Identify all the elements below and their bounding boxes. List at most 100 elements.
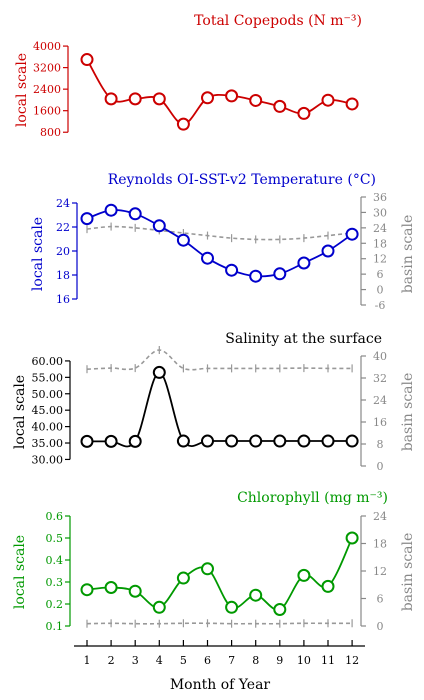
right-tick-label: 24 — [373, 222, 387, 235]
data-point — [104, 581, 118, 594]
data-point — [297, 106, 311, 120]
data-point — [225, 600, 239, 614]
x-tick-label: 10 — [297, 654, 311, 667]
panel-1-title: Total Copepods (N m⁻³) — [194, 13, 362, 29]
left-tick-label: 4000 — [33, 40, 61, 53]
data-point — [104, 92, 118, 106]
left-tick-label: 50.00 — [32, 388, 64, 401]
data-point — [152, 365, 166, 379]
left-tick-label: 18 — [56, 269, 70, 282]
x-tick-label: 3 — [132, 654, 139, 667]
data-point — [345, 531, 359, 545]
data-point — [80, 212, 94, 226]
data-point — [80, 583, 94, 597]
data-point — [249, 93, 263, 107]
panel-2-right-axis-label: basin scale — [400, 215, 416, 294]
series-line — [86, 59, 353, 126]
right-tick-label: 0 — [377, 460, 384, 473]
panel-3: 30.00 35.00 40.00 45.00 50.00 55.00 60.00 0 8 16 2… — [32, 346, 387, 473]
left-tick-label: 0.4 — [46, 554, 64, 567]
panel-4-left-axis-label: local scale — [12, 535, 28, 609]
data-point — [273, 99, 287, 113]
right-tick-label: 12 — [373, 253, 387, 266]
data-point — [345, 434, 359, 448]
x-tick-label: 1 — [84, 654, 91, 667]
data-point — [152, 219, 166, 233]
data-point — [176, 233, 190, 247]
right-tick-label: 12 — [373, 565, 387, 578]
panel-2: 16 18 20 22 24 -6 0 6 12 18 24 30 36 — [56, 191, 387, 312]
x-tick-label: 4 — [156, 654, 163, 667]
left-tick-label: 0.2 — [46, 598, 64, 611]
data-point — [297, 568, 311, 582]
data-point — [201, 562, 214, 576]
panel-3-left-axis-label: local scale — [12, 375, 28, 449]
right-tick-label: 18 — [373, 538, 387, 551]
data-point — [321, 434, 335, 448]
data-point — [201, 434, 214, 448]
data-point — [297, 256, 311, 270]
data-point — [201, 251, 214, 265]
left-tick-label: 30.00 — [32, 453, 64, 466]
panel-1: 800 1600 2400 3200 4000 — [33, 40, 359, 139]
right-tick-label: 0 — [377, 620, 384, 633]
data-point — [249, 434, 263, 448]
data-point — [273, 603, 287, 616]
data-point — [225, 89, 239, 103]
data-point — [273, 267, 287, 281]
left-tick-label: 20 — [56, 245, 70, 258]
left-tick-label: 2400 — [33, 83, 61, 96]
right-tick-label: 8 — [377, 438, 384, 451]
left-tick-label: 0.6 — [46, 510, 64, 523]
right-tick-label: 40 — [373, 350, 387, 363]
data-point — [128, 434, 142, 448]
data-point — [321, 579, 335, 593]
x-tick-label: 8 — [252, 654, 259, 667]
data-point — [225, 263, 239, 277]
panel-3-right-axis-label: basin scale — [400, 373, 416, 452]
x-tick-label: 7 — [228, 654, 235, 667]
right-tick-label: 24 — [373, 510, 387, 523]
left-tick-label: 0.3 — [46, 576, 64, 589]
data-point — [128, 584, 142, 598]
left-tick-label: 0.1 — [46, 620, 64, 633]
panel-1-left-axis-label: local scale — [14, 53, 30, 127]
data-point — [321, 93, 335, 107]
basin-series-line — [86, 622, 353, 625]
left-tick-label: 35.00 — [32, 437, 64, 450]
panel-4-title: Chlorophyll (mg m⁻³) — [237, 490, 388, 506]
series-line — [86, 537, 353, 611]
left-tick-label: 800 — [40, 126, 61, 139]
data-point — [176, 571, 190, 585]
x-axis-label: Month of Year — [170, 677, 271, 693]
data-point — [128, 207, 142, 221]
data-point — [104, 434, 118, 448]
left-tick-label: 1600 — [33, 105, 61, 118]
data-point — [249, 269, 263, 283]
data-point — [176, 434, 190, 448]
left-tick-label: 45.00 — [32, 404, 64, 417]
right-tick-label: 36 — [373, 191, 387, 204]
right-tick-label: 6 — [377, 268, 384, 281]
x-axis: 1 2 3 4 5 6 7 8 9 10 11 12 — [74, 640, 365, 667]
data-point — [104, 203, 118, 217]
data-point — [321, 244, 335, 258]
panel-2-left-axis-label: local scale — [30, 217, 46, 291]
right-tick-label: 32 — [373, 372, 387, 385]
data-point — [80, 434, 94, 448]
data-point — [176, 117, 190, 131]
basin-series-line — [86, 225, 353, 241]
right-tick-label: 30 — [373, 206, 387, 219]
panel-4-right-axis-label: basin scale — [400, 533, 416, 612]
panel-2-title: Reynolds OI-SST-v2 Temperature (°C) — [108, 172, 376, 188]
data-point — [225, 434, 239, 448]
left-tick-label: 60.00 — [32, 355, 64, 368]
left-tick-label: 55.00 — [32, 371, 64, 384]
data-point — [201, 91, 214, 105]
left-tick-label: 24 — [56, 197, 70, 210]
left-tick-label: 16 — [56, 293, 70, 306]
data-point — [273, 434, 287, 448]
data-point — [249, 588, 263, 602]
x-tick-label: 2 — [108, 654, 115, 667]
x-tick-label: 5 — [180, 654, 187, 667]
